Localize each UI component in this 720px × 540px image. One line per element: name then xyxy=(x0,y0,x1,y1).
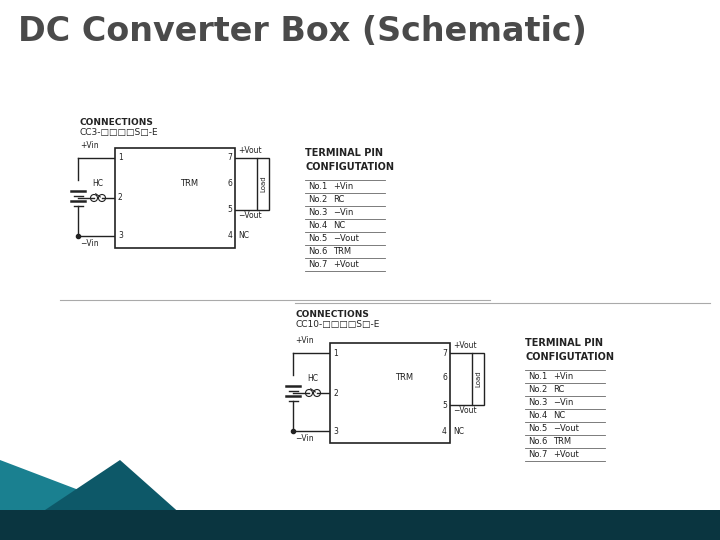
Text: No.4: No.4 xyxy=(528,411,547,420)
Text: RC: RC xyxy=(553,385,564,394)
Text: +Vout: +Vout xyxy=(238,146,261,155)
Text: NC: NC xyxy=(553,411,565,420)
Text: 6: 6 xyxy=(442,374,447,382)
Bar xyxy=(472,353,484,405)
Text: −Vin: −Vin xyxy=(295,434,314,443)
Text: +Vout: +Vout xyxy=(453,341,477,350)
Text: 4: 4 xyxy=(442,427,447,435)
Text: TRM: TRM xyxy=(553,437,571,446)
Text: −Vin: −Vin xyxy=(553,398,573,407)
Text: +Vout: +Vout xyxy=(333,260,359,269)
Text: 7: 7 xyxy=(227,153,232,163)
Text: CC10-□□□□S□-E: CC10-□□□□S□-E xyxy=(295,320,379,329)
Text: +Vin: +Vin xyxy=(295,336,314,345)
Text: +Vout: +Vout xyxy=(553,450,579,459)
Text: No.6: No.6 xyxy=(528,437,547,446)
Text: CONFIGUTATION: CONFIGUTATION xyxy=(305,162,394,172)
Text: TERMINAL PIN: TERMINAL PIN xyxy=(305,148,383,158)
Text: RC: RC xyxy=(333,195,344,204)
Text: 5: 5 xyxy=(227,206,232,214)
Text: 1: 1 xyxy=(118,153,122,163)
Text: CC3-□□□□S□-E: CC3-□□□□S□-E xyxy=(80,128,158,137)
Text: Load: Load xyxy=(260,176,266,192)
Bar xyxy=(330,343,450,443)
Text: No.6: No.6 xyxy=(308,247,328,256)
Text: −Vin: −Vin xyxy=(80,239,99,248)
Text: TRM: TRM xyxy=(180,179,199,187)
Text: 3: 3 xyxy=(333,427,338,435)
Text: CONNECTIONS: CONNECTIONS xyxy=(295,310,369,319)
Text: No.5: No.5 xyxy=(308,234,328,243)
Text: DC Converter Box (Schematic): DC Converter Box (Schematic) xyxy=(18,15,587,48)
Polygon shape xyxy=(0,460,210,540)
Text: NC: NC xyxy=(333,221,346,230)
Text: +Vin: +Vin xyxy=(553,372,573,381)
Text: −Vin: −Vin xyxy=(333,208,354,217)
Text: 6: 6 xyxy=(227,179,232,187)
Text: No.3: No.3 xyxy=(308,208,328,217)
Text: −Vout: −Vout xyxy=(453,406,477,415)
Text: TRM: TRM xyxy=(333,247,351,256)
Text: TRM: TRM xyxy=(395,374,413,382)
Text: No.5: No.5 xyxy=(528,424,547,433)
Text: No.1: No.1 xyxy=(308,182,328,191)
Bar xyxy=(0,510,720,540)
Text: No.7: No.7 xyxy=(528,450,547,459)
Text: CONNECTIONS: CONNECTIONS xyxy=(80,118,154,127)
Text: TERMINAL PIN: TERMINAL PIN xyxy=(525,338,603,348)
Text: 5: 5 xyxy=(442,401,447,409)
Text: 1: 1 xyxy=(333,348,338,357)
Text: −Vout: −Vout xyxy=(553,424,579,433)
Text: HC: HC xyxy=(92,179,104,188)
Text: −Vout: −Vout xyxy=(333,234,359,243)
Text: 2: 2 xyxy=(118,193,122,202)
Bar xyxy=(115,148,235,248)
Text: No.7: No.7 xyxy=(308,260,328,269)
Text: +Vin: +Vin xyxy=(80,141,99,150)
Text: 7: 7 xyxy=(442,348,447,357)
Text: No.2: No.2 xyxy=(308,195,328,204)
Text: 4: 4 xyxy=(227,232,232,240)
Text: Load: Load xyxy=(475,370,481,387)
Bar xyxy=(257,158,269,210)
Text: No.2: No.2 xyxy=(528,385,547,394)
Text: HC: HC xyxy=(307,374,318,383)
Polygon shape xyxy=(0,460,210,540)
Text: −Vout: −Vout xyxy=(238,211,261,220)
Text: CONFIGUTATION: CONFIGUTATION xyxy=(525,352,614,362)
Text: NC: NC xyxy=(453,427,464,435)
Text: No.3: No.3 xyxy=(528,398,547,407)
Text: +Vin: +Vin xyxy=(333,182,354,191)
Text: No.1: No.1 xyxy=(528,372,547,381)
Text: No.4: No.4 xyxy=(308,221,328,230)
Text: 2: 2 xyxy=(333,388,338,397)
Text: NC: NC xyxy=(238,232,249,240)
Text: 3: 3 xyxy=(118,232,123,240)
